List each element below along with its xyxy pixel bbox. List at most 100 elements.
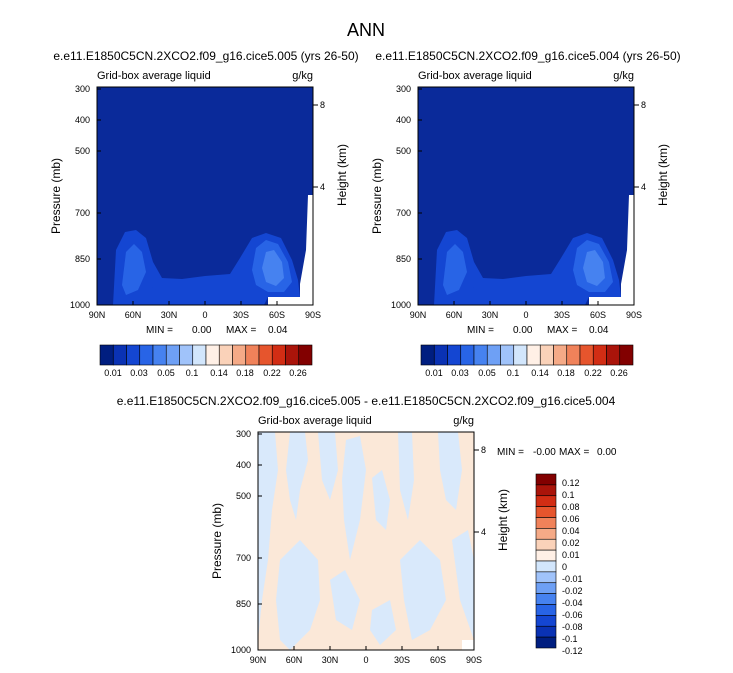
panel-3-yticks: 300 400 500 700 850 1000 <box>231 429 262 655</box>
panel-2-missing-region <box>589 297 621 305</box>
panel-3-neg-region <box>372 470 390 530</box>
panel-1-colorbar-swatch <box>285 344 300 366</box>
panel-2-right-string: g/kg <box>613 70 634 82</box>
panel-3-colorbar-label: 0.01 <box>562 550 580 560</box>
panel-1-colorbar-swatch <box>99 344 114 366</box>
panel-3-neg-region <box>330 570 360 630</box>
panel-2-colorbar-label: 0.14 <box>531 368 549 378</box>
panel-1-colorbar-label: 0.18 <box>236 368 254 378</box>
panel-1-min-label: MIN = <box>146 325 173 336</box>
panel-2-colorbar-swatch <box>486 344 501 366</box>
panel-1-colorbar-swatch <box>179 344 194 366</box>
panel-3-neg-region <box>438 432 462 510</box>
panel-1-ytick: 850 <box>75 254 90 264</box>
panel-3-neg-region <box>400 540 446 640</box>
panel-3-colorbar-label: -0.06 <box>562 610 583 620</box>
panel-1-xticks: 90N 60N 30N 0 30S 60S 90S <box>89 301 321 320</box>
panel-3-colorbar-label: 0.06 <box>562 514 580 524</box>
panel-3-ytick: 700 <box>236 553 251 563</box>
panel-2-colorbar-label: 0.1 <box>507 368 520 378</box>
panel-3-colorbar-label: 0.1 <box>562 490 575 500</box>
panel-2-ytick: 1000 <box>391 300 411 310</box>
panel-3-neg-region <box>258 432 278 640</box>
panel-2-xtick: 0 <box>523 310 528 320</box>
panel-3-neg-region <box>452 530 474 640</box>
panel-2-colorbar-swatch <box>619 344 634 366</box>
panel-1-colorbar-labels: 0.01 0.03 0.05 0.1 0.14 0.18 0.22 0.26 <box>104 368 307 378</box>
panel-2-ylabel: Pressure (mb) <box>370 158 384 234</box>
panel-2-ytick: 700 <box>396 208 411 218</box>
panel-1-colorbar-swatch <box>126 344 141 366</box>
panel-3: e.e11.E1850C5CN.2XCO2.f09_g16.cice5.005 … <box>117 394 617 665</box>
panel-3-ytick: 1000 <box>231 645 251 655</box>
panel-1-xtick: 60N <box>125 310 142 320</box>
panel-3-y2label: Height (km) <box>496 489 510 551</box>
panel-2-colorbar-swatch <box>579 344 594 366</box>
panel-3-neg-region <box>318 432 338 500</box>
panel-3-colorbar-swatch <box>535 538 557 551</box>
panel-3-colorbar-swatch <box>535 517 557 529</box>
panel-3-missing-region <box>462 640 474 650</box>
panel-2-left-string: Grid-box average liquid <box>418 70 532 82</box>
panel-3-colorbar-labels: 0.12 0.1 0.08 0.06 0.04 0.02 0.01 0 -0.0… <box>562 478 583 656</box>
panel-3-colorbar-swatch <box>535 495 557 507</box>
panel-1-colorbar-swatch <box>112 344 127 366</box>
panel-3-ytick: 300 <box>236 429 251 439</box>
panel-2-contour-mid3 <box>469 282 496 292</box>
panel-1-colorbar-swatch <box>165 344 180 366</box>
panel-2-colorbar-swatch <box>526 344 541 366</box>
panel-3-colorbar-swatch <box>535 506 557 518</box>
panel-1-colorbar-swatch <box>192 344 207 366</box>
panel-3-neg-region <box>342 436 366 560</box>
panel-1-colorbar-label: 0.01 <box>104 368 122 378</box>
panel-1-colorbar-label: 0.26 <box>289 368 307 378</box>
panel-2-max-label: MAX = <box>547 325 577 336</box>
panel-1-max-label: MAX = <box>226 325 256 336</box>
panel-2-xtick: 90N <box>410 310 427 320</box>
panel-3-y2ticks: 8 4 <box>474 445 486 537</box>
panel-3-colorbar-label: 0.12 <box>562 478 580 488</box>
panel-1-xtick: 60S <box>269 310 285 320</box>
panel-2-colorbar-swatch <box>460 344 475 366</box>
panel-2-colorbar-swatch <box>592 344 607 366</box>
panel-1-missing-region <box>268 297 300 305</box>
panel-1-yticks: 300 400 500 700 850 1000 <box>70 84 101 310</box>
panel-2-ytick: 400 <box>396 115 411 125</box>
panel-2-xtick: 60N <box>446 310 463 320</box>
panel-3-max-label: MAX = <box>559 447 589 458</box>
panel-2-colorbar-swatch <box>553 344 568 366</box>
panel-3-neg-region <box>276 540 320 650</box>
panel-2-colorbar-swatch <box>539 344 554 366</box>
panel-2-xticks: 90N 60N 30N 0 30S 60S 90S <box>410 301 642 320</box>
panel-3-colorbar-label: -0.01 <box>562 574 583 584</box>
panel-1-y2ticks: 8 4 <box>313 100 325 192</box>
panel-3-xtick: 60N <box>286 655 303 665</box>
page-title: ANN <box>347 20 385 40</box>
panel-1-colorbar-swatch <box>271 344 286 366</box>
panel-1-colorbar-label: 0.14 <box>210 368 228 378</box>
panel-2-colorbar-swatch <box>500 344 515 366</box>
panel-3-colorbar-swatch <box>535 615 557 627</box>
panel-3-xtick: 30N <box>322 655 339 665</box>
panel-1-colorbar <box>99 344 313 366</box>
panel-2-colorbar-labels: 0.01 0.03 0.05 0.1 0.14 0.18 0.22 0.26 <box>425 368 628 378</box>
panel-1-xtick: 0 <box>202 310 207 320</box>
panel-2-colorbar-swatch <box>513 344 528 366</box>
panel-1-contour-mid <box>122 244 146 295</box>
panel-3-min-value: -0.00 <box>533 447 556 458</box>
panel-3-colorbar-swatch <box>535 636 557 649</box>
panel-2-colorbar-label: 0.01 <box>425 368 443 378</box>
panel-1-missing-region-right <box>300 195 313 305</box>
panel-1-ytick: 700 <box>75 208 90 218</box>
panel-1-contour-mid3 <box>148 282 175 292</box>
panel-1-colorbar-swatch <box>218 344 233 366</box>
panel-3-min-label: MIN = <box>497 447 524 458</box>
panel-1-colorbar-label: 0.22 <box>263 368 281 378</box>
panel-1-plot <box>96 86 314 306</box>
panel-3-colorbar-swatch <box>535 625 557 638</box>
panel-3-colorbar-label: 0.08 <box>562 502 580 512</box>
panel-3-colorbar-label: -0.1 <box>562 634 578 644</box>
panel-3-colorbar-label: -0.04 <box>562 598 583 608</box>
panel-2-colorbar-swatch <box>420 344 435 366</box>
